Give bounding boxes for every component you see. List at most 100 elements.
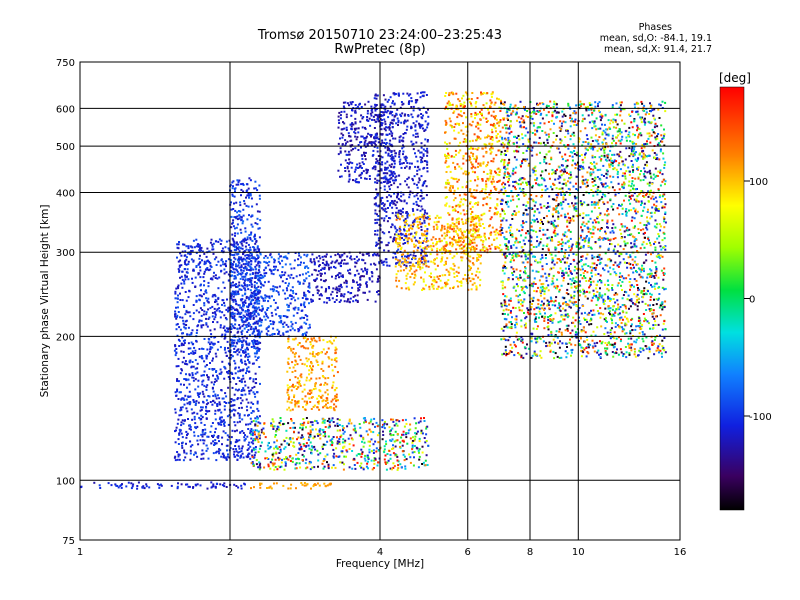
data-point — [302, 418, 305, 420]
data-point — [424, 216, 427, 219]
data-point — [383, 188, 386, 191]
data-point — [339, 150, 342, 153]
data-point — [395, 422, 398, 425]
data-point — [234, 319, 237, 322]
data-point — [201, 380, 204, 383]
data-point — [423, 219, 426, 222]
data-point — [290, 418, 293, 420]
data-point — [246, 310, 249, 313]
data-point — [243, 301, 246, 303]
data-point — [240, 333, 243, 336]
data-point — [265, 261, 268, 264]
data-point — [351, 162, 354, 165]
data-point — [444, 161, 447, 164]
data-point — [253, 454, 256, 457]
data-point — [326, 262, 328, 265]
data-point — [477, 276, 480, 279]
data-point — [482, 170, 485, 173]
data-point — [489, 218, 492, 221]
data-point — [463, 239, 465, 242]
data-point — [238, 272, 240, 275]
data-point — [481, 179, 484, 182]
data-point — [239, 215, 242, 218]
data-point — [197, 245, 200, 248]
data-point — [446, 166, 449, 169]
data-point — [238, 256, 241, 259]
data-point — [246, 314, 249, 317]
data-point — [412, 464, 415, 467]
data-point — [374, 202, 377, 205]
data-point — [338, 262, 341, 265]
data-point — [378, 179, 381, 182]
data-point — [360, 154, 363, 157]
data-point — [248, 392, 251, 395]
data-point — [487, 108, 490, 111]
data-point — [287, 309, 290, 312]
data-point — [241, 301, 244, 304]
data-point — [212, 294, 215, 297]
data-point — [245, 372, 247, 375]
data-point — [210, 336, 213, 338]
data-point — [390, 134, 393, 137]
data-point — [235, 245, 238, 248]
data-point — [405, 422, 408, 425]
data-point — [445, 249, 447, 252]
data-point — [200, 355, 203, 357]
data-point — [340, 293, 343, 296]
data-point — [313, 260, 316, 263]
data-point — [382, 424, 385, 427]
data-point — [249, 269, 252, 272]
data-point — [204, 365, 207, 368]
data-point — [234, 263, 237, 266]
data-point — [408, 166, 411, 169]
data-point — [282, 315, 285, 317]
data-point — [398, 160, 401, 163]
data-point — [358, 286, 361, 289]
data-point — [408, 214, 411, 217]
data-point — [322, 258, 325, 261]
data-point — [354, 467, 357, 470]
data-point — [181, 444, 184, 447]
data-point — [418, 179, 421, 182]
data-point — [302, 282, 305, 285]
data-point — [225, 354, 228, 357]
data-point — [266, 262, 269, 264]
data-point — [232, 408, 235, 411]
data-point — [414, 101, 417, 104]
data-point — [498, 139, 501, 142]
data-point — [455, 241, 458, 244]
data-point — [474, 105, 477, 108]
data-point — [414, 152, 416, 155]
data-point — [491, 91, 494, 94]
data-point — [389, 139, 392, 142]
data-point — [403, 221, 406, 224]
data-point — [460, 259, 463, 262]
data-point — [227, 247, 230, 250]
data-point — [316, 292, 319, 295]
data-point — [386, 179, 389, 181]
data-point — [412, 202, 415, 205]
data-point — [307, 290, 310, 292]
data-point — [351, 450, 354, 452]
data-point — [244, 284, 246, 287]
data-point — [365, 172, 368, 175]
data-point — [386, 146, 389, 149]
data-point — [416, 169, 419, 172]
data-point — [392, 157, 395, 160]
data-point — [389, 177, 392, 180]
data-point — [200, 406, 202, 409]
data-point — [406, 261, 409, 264]
data-point — [377, 290, 380, 292]
data-point — [235, 485, 238, 487]
data-point — [203, 433, 206, 436]
data-point — [406, 254, 409, 257]
data-point — [305, 265, 308, 268]
data-point — [244, 315, 246, 318]
data-point — [233, 450, 236, 453]
data-point — [180, 398, 183, 401]
data-point — [489, 189, 492, 192]
data-point — [267, 463, 270, 466]
data-point — [459, 240, 462, 243]
data-point — [184, 394, 187, 397]
data-point — [486, 164, 489, 166]
